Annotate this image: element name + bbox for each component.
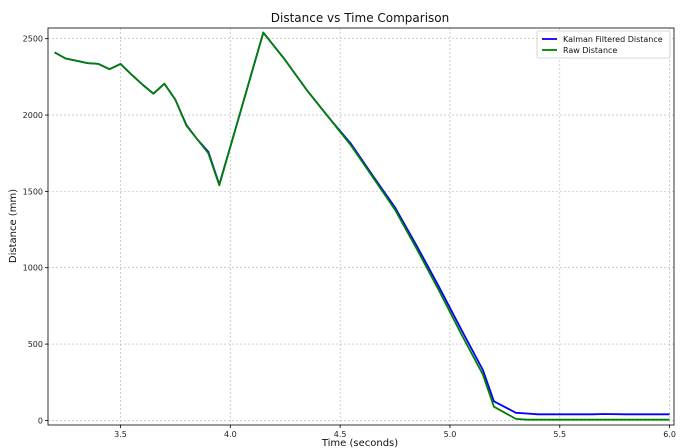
- grid-lines: [48, 28, 674, 425]
- legend-entry-label: Raw Distance: [563, 46, 617, 55]
- y-tick-label: 0: [38, 416, 43, 425]
- series-lines: [54, 31, 670, 421]
- x-tick-label: 4.0: [224, 430, 237, 439]
- plot-frame: [47, 27, 675, 426]
- y-tick-label: 2500: [23, 35, 43, 44]
- legend: Kalman Filtered Distance Raw Distance: [536, 30, 671, 59]
- x-tick-label: 5.5: [553, 430, 566, 439]
- legend-entry-label: Kalman Filtered Distance: [563, 35, 663, 44]
- x-tick-label: 5.0: [444, 430, 457, 439]
- series-line-kalman-filtered: [54, 31, 670, 416]
- y-tick-label: 2000: [23, 111, 43, 120]
- x-axis-label: Time (seconds): [321, 438, 398, 448]
- y-tick-label: 1500: [23, 187, 43, 196]
- chart-title: Distance vs Time Comparison: [271, 11, 449, 25]
- axis-ticks: 3.5 4.0 4.5 5.0 5.5 6.0 0 500 1000 1500 2000 2500: [23, 35, 676, 439]
- y-tick-label: 500: [28, 340, 43, 349]
- x-tick-label: 4.5: [334, 430, 347, 439]
- series-line-raw: [54, 31, 670, 421]
- y-tick-label: 1000: [23, 264, 43, 273]
- x-tick-label: 3.5: [114, 430, 127, 439]
- legend-box: [536, 30, 671, 59]
- x-tick-label: 6.0: [663, 430, 676, 439]
- y-axis-label: Distance (mm): [8, 189, 19, 263]
